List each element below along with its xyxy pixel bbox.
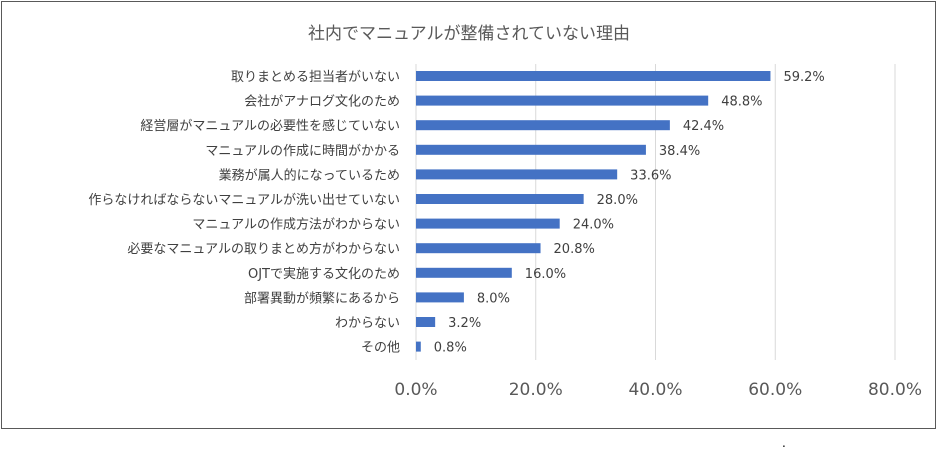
bar: [416, 120, 670, 131]
category-label: 経営層がマニュアルの必要性を感じていない: [140, 118, 400, 134]
x-axis-ticks: 0.0% 20.0% 40.0% 60.0% 80.0%: [394, 380, 922, 400]
data-label: 20.8%: [554, 242, 595, 257]
bar: [416, 71, 771, 81]
x-tick-label: 40.0%: [628, 380, 682, 400]
data-label: 8.0%: [477, 291, 510, 306]
footnote-mark: .: [782, 436, 786, 450]
bar: [416, 341, 421, 352]
bar: [416, 144, 646, 155]
category-label: マニュアルの作成に時間がかかる: [205, 144, 400, 159]
x-tick-label: 0.0%: [394, 380, 437, 400]
bar: [416, 169, 618, 180]
x-tick-label: 80.0%: [868, 380, 922, 400]
bar: [416, 267, 512, 278]
data-label: 59.2%: [783, 70, 824, 85]
x-tick-label: 20.0%: [509, 380, 563, 400]
gridlines: [415, 64, 896, 360]
data-label: 48.8%: [721, 95, 762, 110]
bar-chart: 社内でマニュアルが整備されていない理由 取りまとめる担当者がいない会社がアナログ…: [88, 24, 922, 400]
data-label: 16.0%: [525, 267, 566, 282]
bars: [416, 71, 771, 352]
data-label: 28.0%: [597, 193, 638, 208]
category-label: 必要なマニュアルの取りまとめ方がわからない: [127, 241, 400, 257]
category-label: 取りまとめる担当者がいない: [231, 70, 400, 85]
category-label: わからない: [335, 316, 400, 331]
bar: [416, 95, 709, 106]
bar: [416, 317, 436, 327]
category-labels: 取りまとめる担当者がいない会社がアナログ文化のため経営層がマニュアルの必要性を感…: [88, 70, 400, 356]
data-label: 0.8%: [434, 341, 467, 356]
category-label: その他: [361, 341, 400, 356]
chart-frame: 社内でマニュアルが整備されていない理由 取りまとめる担当者がいない会社がアナログ…: [1, 1, 936, 429]
bar: [416, 243, 541, 254]
bar: [416, 292, 464, 303]
category-label: OJTで実施する文化のため: [248, 266, 400, 282]
x-tick-label: 60.0%: [748, 380, 802, 400]
bar: [416, 218, 560, 229]
data-label: 42.4%: [683, 119, 724, 134]
data-label: 33.6%: [630, 168, 671, 183]
data-label: 38.4%: [659, 144, 700, 159]
data-label: 3.2%: [448, 316, 481, 331]
category-label: 作らなければならないマニュアルが洗い出せていない: [88, 193, 400, 208]
bar: [416, 194, 584, 204]
data-label: 24.0%: [573, 218, 614, 233]
category-label: マニュアルの作成方法がわからない: [192, 217, 400, 233]
category-label: 部署異動が頻繁にあるから: [244, 290, 400, 306]
data-labels: 59.2% 48.8% 42.4% 38.4% 33.6% 28.0% 24.0% 20.8%…: [434, 70, 825, 356]
chart-title: 社内でマニュアルが整備されていない理由: [308, 24, 630, 44]
category-label: 会社がアナログ文化のため: [244, 94, 400, 110]
category-label: 業務が属人的になっているため: [219, 167, 400, 183]
